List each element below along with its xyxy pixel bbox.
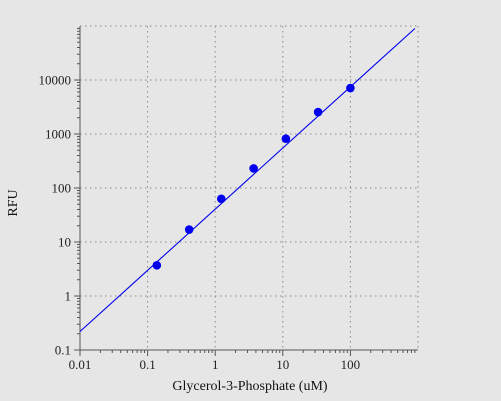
y-tick-label: 1000	[45, 127, 71, 142]
x-tick-label: 1	[212, 357, 219, 372]
fit-line	[79, 28, 416, 332]
x-tick-label: 10	[276, 357, 289, 372]
data-point	[281, 134, 291, 143]
tick-marks	[74, 27, 416, 356]
x-tick-label: 0.01	[69, 357, 92, 372]
y-tick-label: 1	[65, 289, 72, 304]
data-point	[184, 225, 194, 234]
y-tick-label: 10	[58, 235, 71, 250]
y-tick-labels: 0.1 1 10 100 1000 10000	[39, 73, 72, 358]
data-point	[216, 194, 226, 204]
regression-line	[79, 28, 416, 332]
y-tick-label: 10000	[39, 73, 72, 88]
grid-lines	[80, 25, 419, 350]
x-tick-label: 0.1	[139, 357, 155, 372]
data-point	[346, 83, 355, 93]
x-tick-labels: 0.01 0.1 1 10 100	[69, 357, 361, 372]
x-tick-label: 100	[341, 357, 361, 372]
y-tick-label: 0.1	[55, 343, 71, 358]
data-point	[249, 164, 258, 173]
x-axis-title: Glycerol-3-Phosphate (uM)	[172, 379, 327, 394]
y-tick-label: 100	[52, 181, 72, 196]
data-point	[313, 107, 323, 117]
data-point	[152, 261, 162, 270]
y-axis-title: RFU	[6, 189, 21, 216]
data-points	[152, 83, 355, 270]
